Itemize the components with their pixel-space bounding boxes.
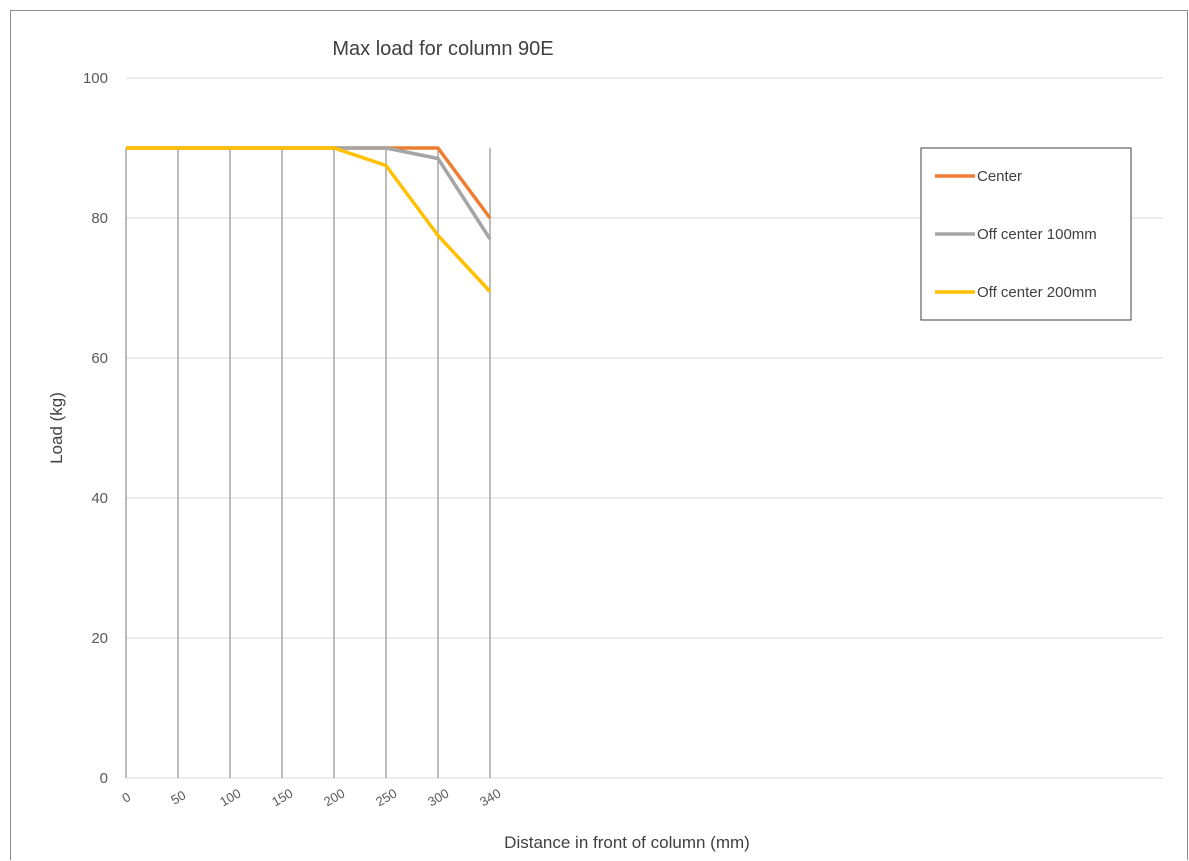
x-tick-label: 340 (477, 786, 503, 810)
x-tick-label: 250 (373, 786, 399, 810)
series-line (126, 146, 492, 240)
y-tick-label: 80 (91, 210, 108, 227)
series-line (126, 146, 492, 293)
x-tick-label: 150 (269, 786, 295, 810)
x-tick-label: 300 (425, 786, 451, 810)
series-lines (126, 146, 492, 293)
x-tick-label: 50 (168, 787, 188, 807)
legend-entry: Center (977, 168, 1022, 185)
y-axis-ticks: 0 20 40 60 80 100 (83, 70, 108, 787)
legend-entry: Off center 200mm (977, 284, 1097, 301)
y-tick-label: 60 (91, 350, 108, 367)
y-tick-label: 20 (91, 630, 108, 647)
legend-entry: Off center 100mm (977, 226, 1097, 243)
chart-frame (10, 10, 1188, 860)
chart-title: Max load for column 90E (332, 38, 553, 60)
x-tick-label: 100 (217, 786, 243, 810)
y-tick-label: 0 (100, 770, 108, 787)
x-tick-label: 200 (321, 786, 347, 810)
x-axis-label: Distance in front of column (mm) (504, 833, 750, 852)
legend: Center Off center 100mm Off center 200mm (920, 147, 1132, 321)
y-axis-label: Load (kg) (47, 392, 66, 464)
x-axis-ticks: 0 50 100 150 200 250 300 340 (119, 786, 503, 810)
gridlines (125, 77, 1163, 779)
y-tick-label: 100 (83, 70, 108, 87)
x-tick-label: 0 (119, 789, 133, 806)
y-tick-label: 40 (91, 490, 108, 507)
